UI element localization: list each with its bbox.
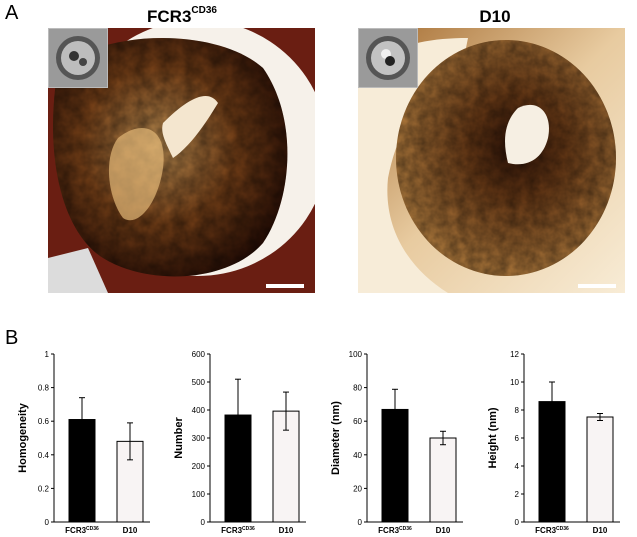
bar-d10 <box>586 416 614 523</box>
cell-inset-fcr3-graphic <box>56 36 100 80</box>
x-category-label: D10 <box>436 526 451 535</box>
x-category-label: D10 <box>279 526 294 535</box>
x-category-label: D10 <box>123 526 138 535</box>
y-tick-label: 400 <box>192 406 206 415</box>
y-tick-label: 10 <box>510 378 519 387</box>
y-tick-label: 0 <box>515 518 520 527</box>
y-tick-label: 0.4 <box>38 451 50 460</box>
cell-inset-d10-graphic <box>366 36 410 80</box>
y-tick-label: 2 <box>515 490 520 499</box>
bar-d10 <box>429 437 457 523</box>
chart-height: Height (nm) 0 2 4 6 8 10 12 FCR3CD36 D10 <box>487 350 620 535</box>
y-tick-label: 60 <box>353 417 362 426</box>
y-tick-label: 300 <box>192 434 206 443</box>
y-tick-label: 0.8 <box>38 384 50 393</box>
y-tick-label: 20 <box>353 484 362 493</box>
y-tick-label: 100 <box>192 490 206 499</box>
y-tick-label: 500 <box>192 378 206 387</box>
y-tick-label: 0 <box>201 518 206 527</box>
panel-b-label: B <box>5 327 19 349</box>
y-axis-label: Number <box>173 417 185 459</box>
image-title-fcr3-main: FCR3 <box>147 7 192 26</box>
y-tick-label: 80 <box>353 384 362 393</box>
image-title-d10-main: D10 <box>479 7 511 26</box>
x-category-label: FCR3CD36 <box>65 526 99 535</box>
x-category-label: FCR3CD36 <box>378 526 412 535</box>
image-title-fcr3-sup: CD36 <box>191 5 217 17</box>
y-tick-label: 1 <box>45 350 50 359</box>
y-tick-label: 600 <box>192 350 206 359</box>
cell-inset-fcr3 <box>48 28 108 88</box>
y-tick-label: 8 <box>515 406 520 415</box>
x-category-sup: CD36 <box>556 526 569 532</box>
afm-image-fcr3 <box>48 28 315 293</box>
y-tick-label: 200 <box>192 462 206 471</box>
y-tick-label: 6 <box>515 434 520 443</box>
x-category-label: D10 <box>593 526 608 535</box>
y-axis-label: Diameter (nm) <box>330 401 342 475</box>
scale-bar-d10 <box>578 284 616 288</box>
image-title-d10: D10 <box>405 7 585 27</box>
x-category-sup: CD36 <box>242 526 255 532</box>
panel-a-label: A <box>5 2 19 24</box>
chart-number: Number 0 100 200 300 400 500 600 FCR3CD36 D10 <box>173 350 306 535</box>
x-category-sup: CD36 <box>86 526 99 532</box>
cell-inset-d10 <box>358 28 418 88</box>
chart-homogeneity: Homogeneity 0 0.2 0.4 0.6 0.8 1 FCR3CD36 D10 <box>17 350 150 535</box>
image-title-fcr3: FCR3CD36 <box>92 5 272 27</box>
x-category-label: FCR3CD36 <box>535 526 569 535</box>
scale-bar-fcr3 <box>266 284 304 288</box>
x-category-sup: CD36 <box>399 526 412 532</box>
chart-diameter: Diameter (nm) 0 20 40 60 80 100 FCR3CD36 D10 <box>330 350 463 535</box>
y-axis-label: Height (nm) <box>487 407 499 468</box>
y-tick-label: 100 <box>349 350 363 359</box>
y-tick-label: 0.2 <box>38 484 50 493</box>
y-tick-label: 40 <box>353 451 362 460</box>
y-tick-label: 12 <box>510 350 519 359</box>
y-axis-label: Homogeneity <box>17 402 29 473</box>
y-tick-label: 0 <box>45 518 50 527</box>
afm-image-fcr3-graphic <box>48 28 315 293</box>
x-category-label: FCR3CD36 <box>221 526 255 535</box>
y-tick-label: 0 <box>358 518 363 527</box>
y-tick-label: 0.6 <box>38 417 50 426</box>
afm-image-d10 <box>358 28 625 293</box>
y-tick-label: 4 <box>515 462 520 471</box>
